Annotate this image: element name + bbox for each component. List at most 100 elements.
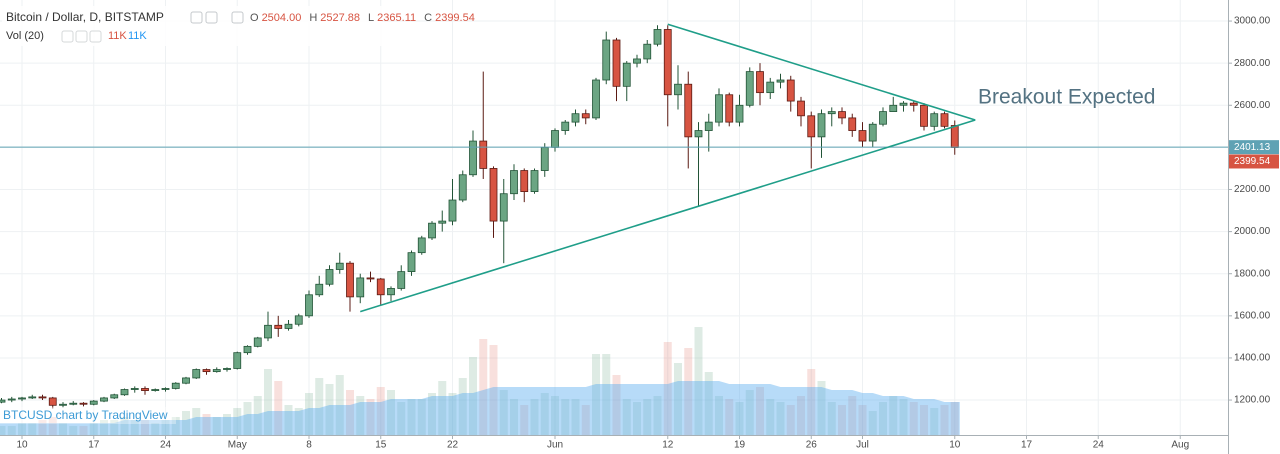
x-tick-label: 10 [949, 440, 961, 451]
trendline [360, 119, 976, 313]
volume-bar [469, 357, 477, 435]
volume-bar [909, 402, 918, 435]
header-icon[interactable] [231, 11, 244, 24]
volume-bar [581, 405, 590, 435]
header-icon[interactable] [61, 30, 74, 43]
header-icon[interactable] [190, 11, 203, 24]
candle-body [397, 271, 406, 289]
x-tick-label: 26 [806, 440, 818, 451]
volume-bar [694, 327, 703, 435]
volume-bar [0, 426, 6, 435]
candle-body [233, 352, 242, 369]
candle-body [766, 81, 775, 94]
candle-body [817, 113, 826, 138]
volume-bar [89, 423, 98, 435]
candle-body [530, 170, 539, 193]
candle-body [89, 400, 98, 405]
x-tick-label: 22 [447, 440, 459, 451]
volume-bar [592, 354, 600, 435]
candle-body [520, 170, 529, 193]
watermark[interactable]: BTCUSD chart by TradingView [3, 408, 168, 422]
hline-label: 2401.13 [1234, 142, 1271, 153]
candle-body [387, 288, 395, 296]
volume-bar [315, 378, 324, 435]
x-tick-label: 10 [16, 440, 28, 451]
volume-bar [879, 402, 887, 435]
candle-body [264, 324, 272, 339]
candle-body [622, 62, 631, 87]
candle-body [756, 71, 764, 94]
volume-bar [28, 423, 37, 435]
candle-body [448, 199, 457, 222]
candle-body [243, 345, 252, 354]
candle-body [848, 117, 857, 131]
candle-body [120, 389, 129, 396]
volume-bar [274, 381, 283, 435]
candle-body [171, 382, 180, 389]
x-tick-label: 12 [662, 440, 674, 451]
volume-ma-value: 11K [128, 30, 147, 42]
candle-body [305, 294, 313, 317]
candle-body [253, 337, 262, 347]
candle-body [694, 130, 703, 138]
candle-body [202, 369, 211, 373]
volume-bar [489, 345, 498, 435]
candle-body [417, 237, 426, 254]
candle-body [838, 111, 846, 119]
volume-title: Vol (20) [6, 30, 44, 42]
candle-body [612, 39, 621, 87]
candle-body [346, 262, 354, 298]
candle-body [602, 39, 611, 81]
volume-bar [899, 399, 908, 435]
candle-body [807, 115, 816, 138]
volume-bar [69, 426, 78, 435]
x-tick-label: Aug [1171, 440, 1189, 451]
y-tick-label: 1600.00 [1234, 310, 1271, 321]
x-tick-label: Jun [547, 440, 563, 451]
volume-ma-area [0, 381, 960, 435]
grid [0, 0, 1228, 435]
candle-body [223, 368, 231, 370]
volume-bar [817, 381, 826, 435]
candle-body [499, 193, 508, 222]
candle-body [376, 278, 385, 296]
volume-bar [704, 372, 713, 435]
volume-bar [766, 399, 775, 435]
candle-body [735, 104, 744, 123]
x-tick-label: 17 [88, 440, 100, 451]
candle-body [7, 398, 16, 401]
time-axis-bg [0, 435, 1228, 454]
header-icon[interactable] [205, 11, 218, 24]
volume-bar [407, 399, 416, 435]
volume-bar [417, 399, 426, 435]
candle-body [28, 396, 37, 399]
volume-bar [551, 396, 559, 435]
ohlc-key: H [309, 12, 317, 24]
volume-bar [161, 420, 170, 435]
ohlc-value: 2399.54 [435, 12, 475, 24]
candle-body [571, 113, 580, 123]
candle-body [356, 277, 365, 298]
volume-bar [745, 390, 754, 435]
volume-bar [202, 414, 211, 435]
volume-bar [294, 408, 303, 435]
candle-body [141, 388, 149, 391]
volume-bar [387, 390, 395, 435]
volume-bar [510, 399, 518, 435]
candle-body [151, 389, 160, 391]
volume-bar [858, 405, 867, 435]
volume-bar [253, 396, 262, 435]
y-tick-label: 1200.00 [1234, 395, 1271, 406]
y-tick-label: 2000.00 [1234, 226, 1271, 237]
candle-body [704, 121, 713, 131]
volume-bar [141, 420, 149, 435]
x-tick-label: Jul [856, 440, 869, 451]
volume-bar [838, 405, 846, 435]
header-icon[interactable] [89, 30, 102, 43]
volume-bar [643, 399, 652, 435]
y-tick-label: 3000.00 [1234, 16, 1271, 27]
candle-body [684, 83, 693, 138]
hline-label-bg [1229, 140, 1279, 155]
header-icon[interactable] [75, 30, 88, 43]
